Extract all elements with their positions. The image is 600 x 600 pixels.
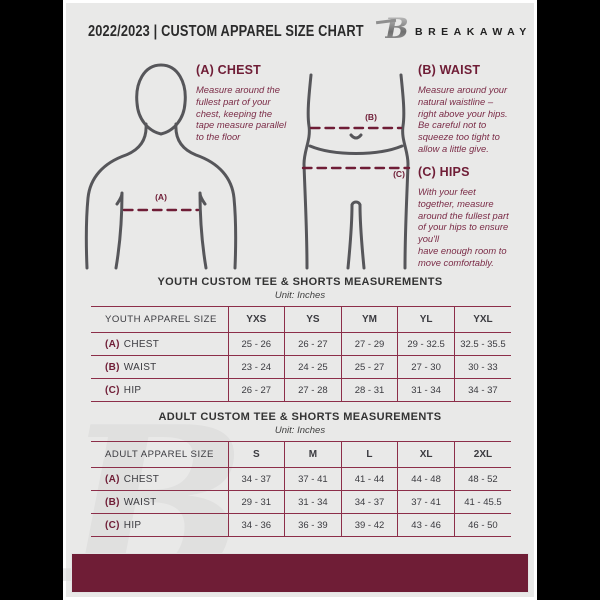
row-key: (B) (105, 361, 120, 373)
column-header: M (284, 441, 342, 468)
cell: 37 - 41 (397, 490, 455, 514)
column-header: YXS (227, 306, 285, 333)
cell: 34 - 36 (227, 513, 285, 537)
breakaway-b-icon: B (385, 12, 409, 45)
row-label: CHEST (123, 473, 160, 485)
cell: 28 - 31 (340, 378, 398, 402)
size-chart-page: B 2022/2023 | CUSTOM APPAREL SIZE CHART … (63, 0, 537, 600)
cell: 39 - 42 (340, 513, 398, 537)
chest-heading: (A) CHEST (196, 63, 261, 77)
table-row: (C) HIP 26 - 27 27 - 28 28 - 31 31 - 34 3… (91, 378, 511, 402)
waist-heading: (B) WAIST (418, 63, 481, 77)
cell: 26 - 27 (284, 332, 342, 356)
table-row: (A) CHEST 25 - 26 26 - 27 27 - 29 29 - 32… (91, 332, 511, 356)
youth-table-unit: Unit: Inches (274, 290, 326, 301)
column-header: S (227, 441, 285, 468)
cell: 43 - 46 (397, 513, 455, 537)
footer-bar (71, 553, 529, 593)
table-row: (B) WAIST 23 - 24 24 - 25 25 - 27 27 - 30… (91, 355, 511, 379)
chest-marker: (A) (155, 192, 167, 202)
adult-size-header: ADULT APPAREL SIZE (91, 441, 228, 468)
cell: 26 - 27 (227, 378, 285, 402)
cell: 25 - 26 (227, 332, 285, 356)
brand-logo: B BREAKAWAY (381, 13, 531, 53)
column-header: YXL (453, 306, 511, 333)
adult-header-row: ADULT APPAREL SIZE S M L XL 2XL (91, 441, 511, 468)
row-label: WAIST (123, 361, 157, 373)
cell: 27 - 28 (284, 378, 342, 402)
adult-table-unit: Unit: Inches (274, 425, 326, 436)
right-armpit-line (198, 191, 208, 270)
row-key: (C) (105, 519, 120, 531)
head-outline (135, 63, 187, 136)
right-shoulder-outline (174, 122, 238, 270)
youth-table-title: YOUTH CUSTOM TEE & SHORTS MEASUREMENTS (157, 276, 443, 288)
left-inner-leg (346, 203, 354, 270)
cell: 31 - 34 (397, 378, 455, 402)
adult-table-title: ADULT CUSTOM TEE & SHORTS MEASUREMENTS (158, 411, 442, 423)
waist-hip-diagram (301, 73, 411, 270)
cell: 41 - 45.5 (453, 490, 511, 514)
cell: 29 - 32.5 (397, 332, 455, 356)
chest-instructions: Measure around the fullest part of your … (196, 84, 287, 143)
table-row: (B) WAIST 29 - 31 31 - 34 34 - 37 37 - 41… (91, 490, 511, 514)
column-header: 2XL (453, 441, 511, 468)
table-row: (A) CHEST 34 - 37 37 - 41 41 - 44 44 - 48… (91, 467, 511, 491)
row-key: (A) (105, 338, 120, 350)
cell: 34 - 37 (227, 467, 285, 491)
cell: 30 - 33 (453, 355, 511, 379)
waist-marker: (B) (365, 112, 377, 122)
waistband-curve (308, 144, 404, 155)
left-armpit-line (114, 191, 124, 270)
cell: 37 - 41 (284, 467, 342, 491)
cell: 27 - 30 (397, 355, 455, 379)
row-label: HIP (123, 519, 142, 531)
row-key: (A) (105, 473, 120, 485)
navel-mark (349, 133, 363, 140)
adult-size-table: ADULT APPAREL SIZE S M L XL 2XL (A) CHEST… (91, 441, 511, 537)
cell: 24 - 25 (284, 355, 342, 379)
column-header: XL (397, 441, 455, 468)
youth-header-row: YOUTH APPAREL SIZE YXS YS YM YL YXL (91, 306, 511, 333)
cell: 34 - 37 (453, 378, 511, 402)
cell: 23 - 24 (227, 355, 285, 379)
cell: 36 - 39 (284, 513, 342, 537)
cell: 29 - 31 (227, 490, 285, 514)
table-row: (C) HIP 34 - 36 36 - 39 39 - 42 43 - 46 4… (91, 513, 511, 537)
waist-instructions: Measure around your natural waistline – … (418, 84, 508, 154)
column-header: L (340, 441, 398, 468)
row-label: CHEST (123, 338, 160, 350)
cell: 27 - 29 (340, 332, 398, 356)
cell: 41 - 44 (340, 467, 398, 491)
row-key: (C) (105, 384, 120, 396)
cell: 48 - 52 (453, 467, 511, 491)
cell: 31 - 34 (284, 490, 342, 514)
cell: 46 - 50 (453, 513, 511, 537)
cell: 32.5 - 35.5 (453, 332, 511, 356)
page-title: 2022/2023 | CUSTOM APPAREL SIZE CHART (88, 23, 364, 40)
row-label: HIP (123, 384, 142, 396)
hips-instructions: With your feet together, measure around … (418, 186, 509, 268)
youth-size-header: YOUTH APPAREL SIZE (91, 306, 228, 333)
brand-name: BREAKAWAY (415, 26, 532, 38)
youth-size-table: YOUTH APPAREL SIZE YXS YS YM YL YXL (A) C… (91, 306, 511, 402)
chest-diagram (84, 63, 238, 270)
right-side-outline (399, 73, 410, 270)
column-header: YM (340, 306, 398, 333)
left-shoulder-outline (84, 122, 148, 270)
row-label: WAIST (123, 496, 157, 508)
cell: 25 - 27 (340, 355, 398, 379)
left-side-outline (302, 73, 313, 270)
column-header: YS (284, 306, 342, 333)
row-key: (B) (105, 496, 120, 508)
hips-marker: (C) (393, 169, 405, 179)
right-inner-leg (358, 203, 366, 270)
column-header: YL (397, 306, 455, 333)
cell: 44 - 48 (397, 467, 455, 491)
cell: 34 - 37 (340, 490, 398, 514)
hips-heading: (C) HIPS (418, 165, 470, 179)
